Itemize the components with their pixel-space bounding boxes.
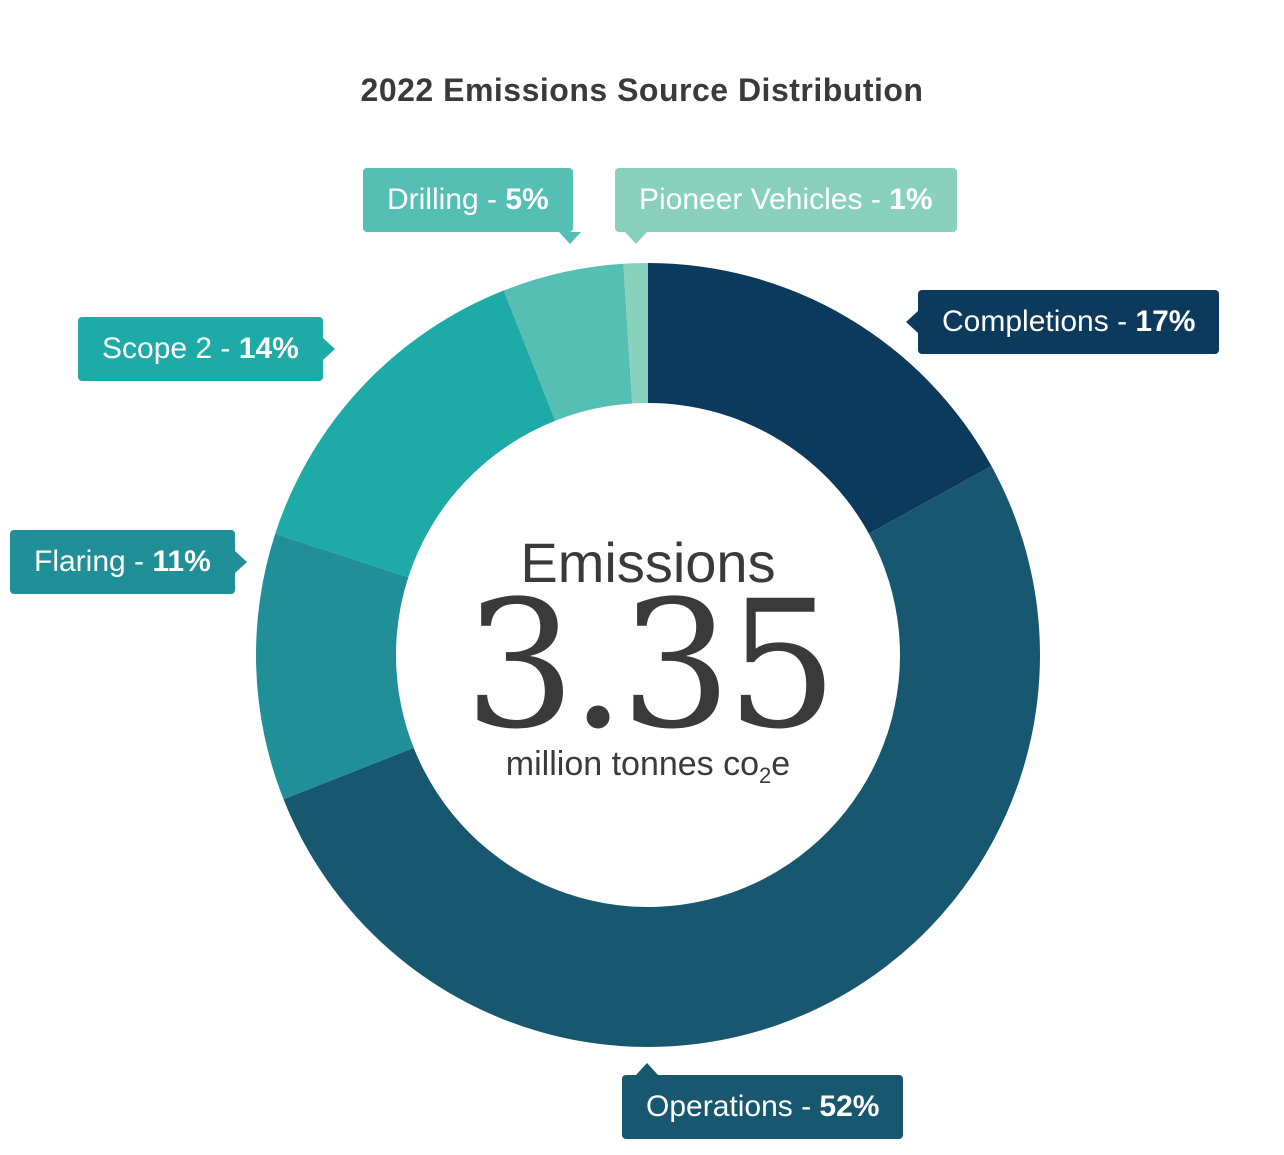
callout-operations: Operations - 52% (622, 1063, 904, 1139)
chart-title: 2022 Emissions Source Distribution (360, 72, 924, 108)
callout-percent: 17% (1135, 305, 1196, 338)
callout-label: Flaring (34, 545, 126, 578)
callout-pointer (559, 232, 581, 244)
donut-slice-flaring (255, 533, 414, 800)
callout-label: Scope 2 (102, 332, 213, 365)
center-heading: Emissions (520, 531, 776, 594)
donut-slice-scope-2 (275, 290, 556, 578)
callout-percent: 14% (238, 332, 299, 365)
center-unit: million tonnes co2e (392, 745, 904, 789)
donut-slice-completions (648, 263, 992, 534)
callout-pointer (636, 1063, 658, 1075)
center-unit-prefix: million tonnes co (505, 745, 760, 783)
callout-pointer (906, 311, 918, 333)
callout-label: Operations (646, 1090, 793, 1123)
callout-drilling: Drilling - 5% (363, 168, 581, 244)
callout-label: Pioneer Vehicles (639, 183, 863, 216)
callout-pointer (234, 551, 247, 573)
callout-label: Completions (942, 305, 1109, 338)
center-unit-subscript: 2 (759, 762, 772, 788)
callout-completions: Completions - 17% (906, 290, 1220, 354)
callout-percent: 5% (505, 183, 549, 216)
callout-pointer (322, 338, 335, 360)
callout-percent: 1% (889, 183, 933, 216)
callout-percent: 11% (152, 545, 211, 578)
callout-percent: 52% (819, 1090, 880, 1123)
donut-slice-operations (283, 466, 1041, 1047)
callout-pioneer-vehicles: Pioneer Vehicles - 1% (615, 168, 957, 244)
callout-flaring: Flaring - 11% (10, 530, 247, 594)
donut-slice-drilling (503, 263, 633, 421)
center-value: 3.35 (464, 563, 838, 768)
center-unit-suffix: e (771, 745, 791, 783)
callout-scope-2: Scope 2 - 14% (78, 317, 335, 381)
callout-label: Drilling (387, 183, 479, 216)
donut-slice-pioneer-vehicles (623, 263, 648, 404)
callout-pointer (625, 232, 647, 244)
